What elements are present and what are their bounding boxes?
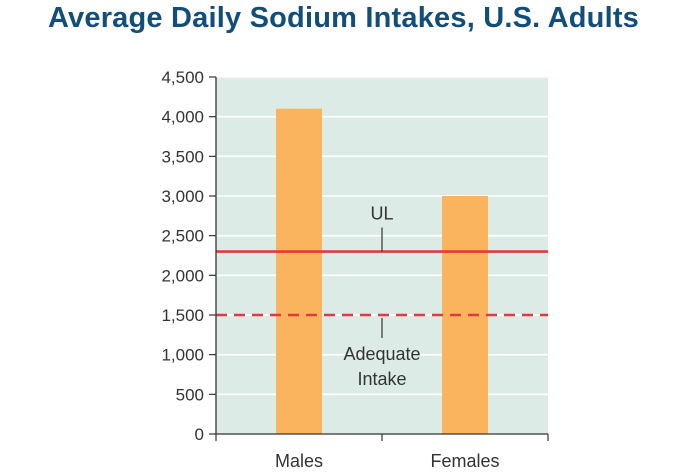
x-tick-label: Females — [430, 451, 499, 471]
ul-label: UL — [370, 204, 393, 224]
axes — [209, 76, 549, 441]
x-tick-label: Males — [275, 451, 323, 471]
y-tick-label: 1,500 — [161, 306, 204, 325]
y-tick-label: 2,000 — [161, 266, 204, 285]
y-tick-label: 4,500 — [161, 68, 204, 87]
y-tick-label: 1,000 — [161, 346, 204, 365]
bar-males — [276, 108, 322, 434]
plot-background — [216, 77, 548, 434]
ai-label: Intake — [357, 369, 406, 389]
y-tick-label: 500 — [176, 385, 204, 404]
ai-label: Adequate — [343, 344, 420, 364]
y-tick-label: 3,500 — [161, 147, 204, 166]
bars — [276, 108, 488, 434]
bar-females — [442, 196, 488, 434]
reference-lines: UL Adequate Intake — [216, 204, 548, 389]
chart-title: Average Daily Sodium Intakes, U.S. Adult… — [47, 2, 640, 34]
y-tick-label: 4,000 — [161, 108, 204, 127]
y-tick-label: 2,500 — [161, 227, 204, 246]
y-tick-label: 3,000 — [161, 187, 204, 206]
tick-labels: 0 500 1,000 1,500 2,000 2,500 3,000 3,500 4,000 4… — [161, 68, 499, 471]
y-tick-label: 0 — [195, 425, 204, 444]
